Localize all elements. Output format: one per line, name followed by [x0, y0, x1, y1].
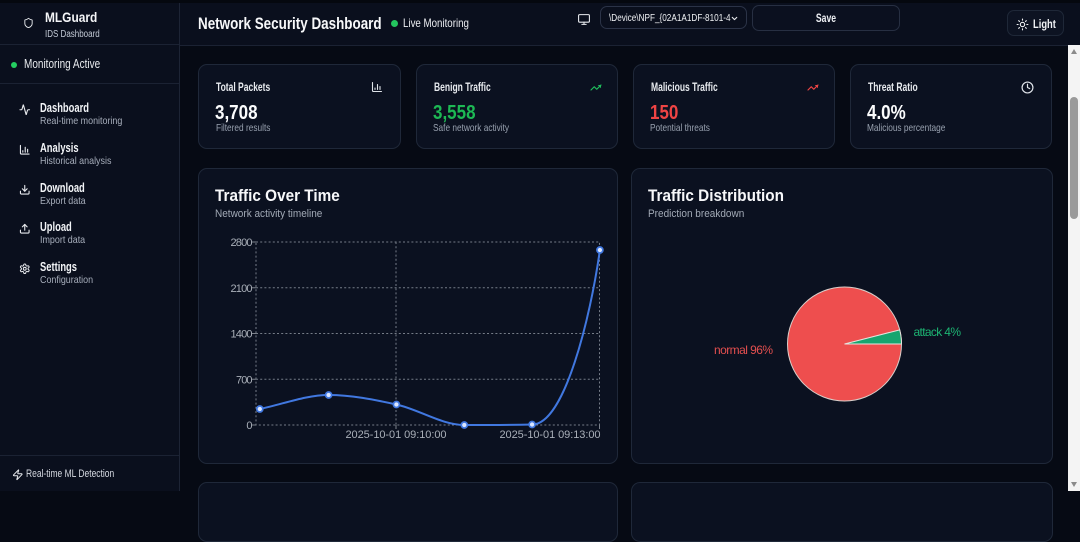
svg-text:0: 0 — [246, 420, 252, 432]
svg-text:2025-10-01 09:13:00: 2025-10-01 09:13:00 — [500, 429, 601, 441]
svg-text:2100: 2100 — [231, 283, 253, 295]
svg-text:1400: 1400 — [231, 329, 253, 341]
svg-text:attack 4%: attack 4% — [914, 325, 962, 339]
svg-text:normal 96%: normal 96% — [714, 343, 773, 357]
svg-text:700: 700 — [236, 374, 253, 386]
svg-text:2800: 2800 — [231, 237, 253, 249]
svg-text:2025-10-01 09:10:00: 2025-10-01 09:10:00 — [346, 429, 447, 441]
